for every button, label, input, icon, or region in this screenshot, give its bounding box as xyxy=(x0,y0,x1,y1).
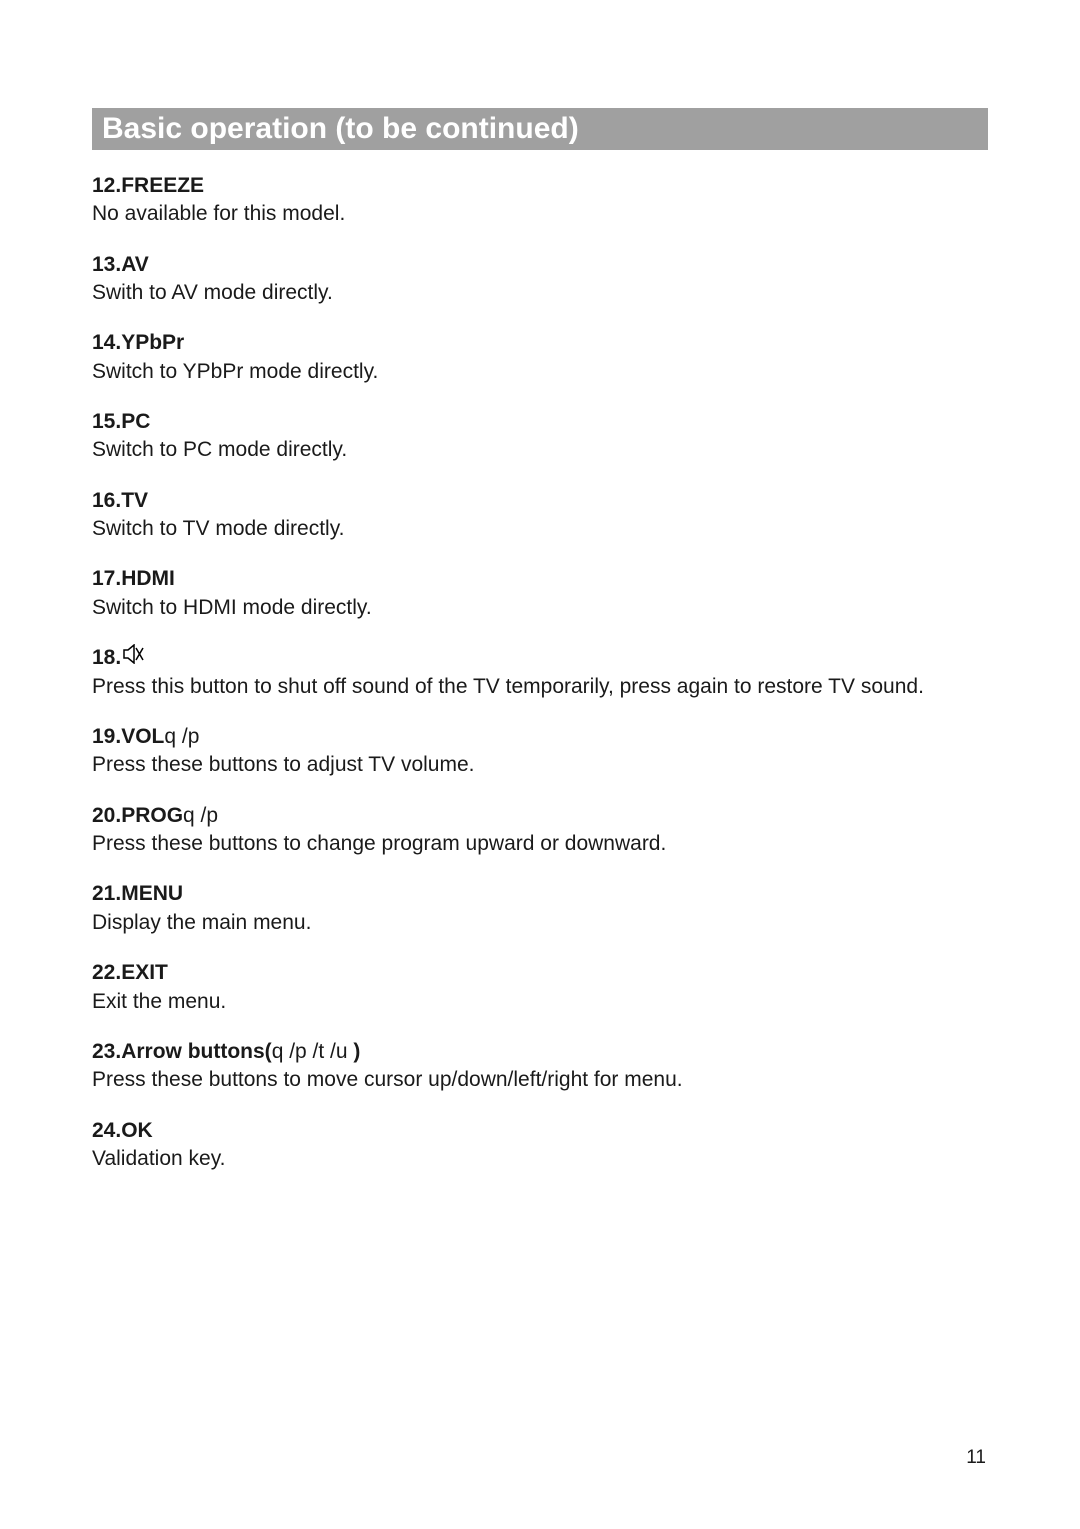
item-14: 14.YPbPr Switch to YPbPr mode directly. xyxy=(92,329,988,386)
item-suffix: q /p /t /u xyxy=(272,1040,354,1063)
item-title: 20.PROG xyxy=(92,804,183,827)
item-17: 17.HDMI Switch to HDMI mode directly. xyxy=(92,565,988,622)
item-desc: Exit the menu. xyxy=(92,988,988,1016)
item-16: 16.TV Switch to TV mode directly. xyxy=(92,487,988,544)
section-title: Basic operation (to be continued) xyxy=(92,108,988,150)
item-12: 12.FREEZE No available for this model. xyxy=(92,172,988,229)
item-desc: Switch to YPbPr mode directly. xyxy=(92,358,988,386)
item-desc: Press this button to shut off sound of t… xyxy=(92,673,988,701)
item-18: 18. Press this button to shut off sound … xyxy=(92,644,988,701)
mute-icon xyxy=(123,644,145,672)
item-title: 16.TV xyxy=(92,489,148,512)
document-page: Basic operation (to be continued) 12.FRE… xyxy=(0,0,1080,1255)
item-title: 23.Arrow buttons( xyxy=(92,1040,272,1063)
item-13: 13.AV Swith to AV mode directly. xyxy=(92,251,988,308)
item-title: 18. xyxy=(92,646,121,669)
item-24: 24.OK Validation key. xyxy=(92,1117,988,1174)
item-23: 23.Arrow buttons(q /p /t /u ) Press thes… xyxy=(92,1038,988,1095)
item-title: 19.VOL xyxy=(92,725,164,748)
item-desc: Switch to TV mode directly. xyxy=(92,515,988,543)
page-number: 11 xyxy=(966,1447,986,1469)
item-suffix-close: ) xyxy=(353,1040,360,1063)
item-title: 24.OK xyxy=(92,1119,153,1142)
item-desc: Switch to HDMI mode directly. xyxy=(92,594,988,622)
item-15: 15.PC Switch to PC mode directly. xyxy=(92,408,988,465)
item-suffix: q /p xyxy=(183,804,218,827)
item-21: 21.MENU Display the main menu. xyxy=(92,880,988,937)
item-title: 22.EXIT xyxy=(92,961,168,984)
item-desc: Press these buttons to adjust TV volume. xyxy=(92,751,988,779)
item-title: 15.PC xyxy=(92,410,150,433)
item-suffix: q /p xyxy=(164,725,199,748)
item-desc: Swith to AV mode directly. xyxy=(92,279,988,307)
item-desc: Validation key. xyxy=(92,1145,988,1173)
item-title: 14.YPbPr xyxy=(92,331,184,354)
item-desc: Press these buttons to change program up… xyxy=(92,830,988,858)
item-title: 13.AV xyxy=(92,253,149,276)
item-desc: Switch to PC mode directly. xyxy=(92,436,988,464)
item-desc: Display the main menu. xyxy=(92,909,988,937)
item-title: 17.HDMI xyxy=(92,567,175,590)
item-20: 20.PROGq /p Press these buttons to chang… xyxy=(92,802,988,859)
item-desc: Press these buttons to move cursor up/do… xyxy=(92,1066,988,1094)
item-19: 19.VOLq /p Press these buttons to adjust… xyxy=(92,723,988,780)
item-title: 21.MENU xyxy=(92,882,183,905)
item-title: 12.FREEZE xyxy=(92,174,204,197)
item-22: 22.EXIT Exit the menu. xyxy=(92,959,988,1016)
item-desc: No available for this model. xyxy=(92,200,988,228)
